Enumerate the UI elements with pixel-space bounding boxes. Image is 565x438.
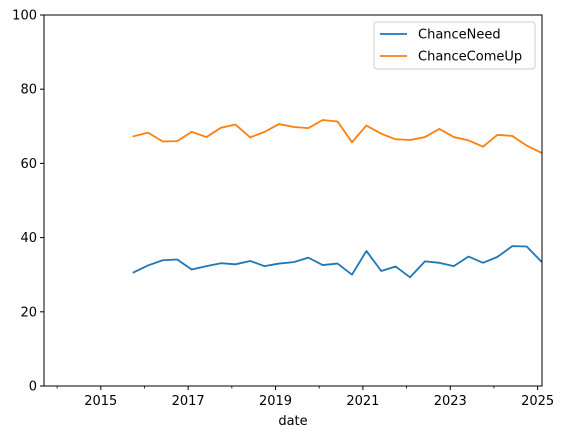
axes-layer: 0 20 40 60 80 100 2015 2017 2019 2021 2023 2025: [12, 9, 554, 410]
legend-label-0: ChanceNeed: [418, 28, 501, 43]
series-layer: [132, 119, 543, 279]
series-line-1: [132, 119, 543, 154]
x-tick-label: 2017: [172, 394, 205, 409]
y-tick-label: 80: [20, 83, 37, 98]
y-tick-label: 60: [20, 157, 37, 172]
x-tick-label: 2015: [84, 394, 117, 409]
y-tick-label: 0: [29, 380, 37, 395]
x-tick-label: 2025: [521, 394, 554, 409]
x-axis-label: date: [278, 414, 307, 429]
x-tick-label: 2023: [434, 394, 467, 409]
axes-frame: [43, 14, 543, 387]
series-line-0: [132, 245, 543, 279]
legend: ChanceNeed ChanceComeUp: [373, 21, 536, 70]
y-tick-label: 20: [20, 305, 37, 320]
y-tick-label: 100: [12, 9, 37, 24]
x-tick-label: 2019: [259, 394, 292, 409]
legend-label-1: ChanceComeUp: [418, 50, 522, 65]
x-tick-label: 2021: [346, 394, 379, 409]
y-tick-label: 40: [20, 231, 37, 246]
plot-area: [44, 15, 542, 386]
legend-box: [373, 21, 536, 70]
